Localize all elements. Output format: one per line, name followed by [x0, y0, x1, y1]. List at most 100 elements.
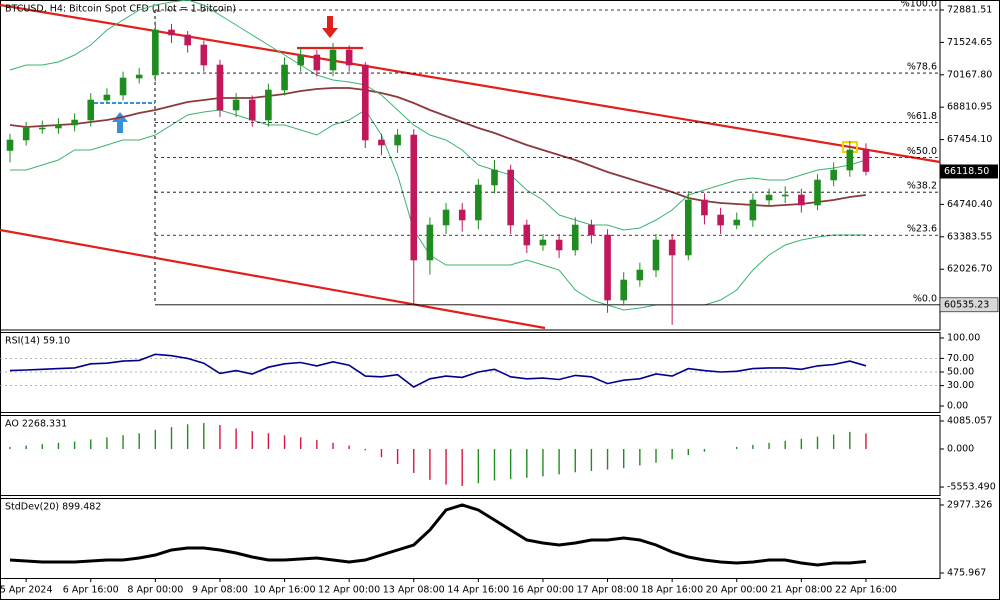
candle-body	[248, 99, 256, 121]
pane-title: StdDev(20) 899.482	[5, 502, 101, 513]
candle-body	[749, 199, 757, 221]
y-tick-label: 62026.70	[947, 264, 992, 275]
y-tick-label: 475.967	[947, 567, 986, 578]
candle-body	[103, 94, 111, 101]
pane-title: RSI(14) 59.10	[5, 336, 70, 347]
candle-body	[426, 224, 434, 261]
x-tick-label: 22 Apr 16:00	[835, 585, 897, 596]
candle-body	[507, 169, 514, 226]
stddev-pane	[0, 498, 941, 579]
y-tick-label: 0.00	[947, 401, 968, 412]
candle-body	[6, 139, 14, 151]
down-arrow	[322, 16, 338, 38]
candle-body	[636, 269, 644, 281]
candle-body	[523, 224, 531, 246]
candle-body	[781, 194, 789, 197]
fib-label: %61.8	[907, 111, 937, 122]
candle-body	[168, 29, 175, 36]
fib-label: %100.0	[901, 0, 937, 9]
candle-body	[135, 74, 143, 79]
candle-body	[378, 139, 385, 146]
x-tick-label: 17 Apr 08:00	[577, 585, 639, 596]
candle-body	[765, 194, 773, 201]
indicator-line	[9, 353, 867, 388]
low-marker-label: 60535.23	[944, 299, 989, 310]
candle-body	[862, 149, 870, 172]
y-tick-label: 68810.95	[947, 102, 992, 113]
candle-body	[281, 64, 288, 91]
candle-body	[216, 64, 224, 111]
y-tick-label: -5553.490	[947, 482, 996, 493]
y-tick-label: 64740.40	[947, 199, 992, 210]
y-tick-label: 100.00	[947, 333, 980, 344]
candle-body	[717, 214, 724, 226]
fib-label: %0.0	[913, 293, 937, 304]
candle-body	[830, 169, 837, 181]
candle-body	[313, 54, 321, 71]
candle-body	[684, 199, 692, 256]
indicator-line	[9, 87, 867, 207]
candle-body	[701, 199, 708, 216]
candle-body	[571, 224, 579, 251]
indicator-line	[10, 109, 866, 311]
candle-body	[71, 119, 78, 126]
candle-body	[232, 99, 240, 111]
candle-body	[38, 127, 46, 130]
candle-body	[604, 234, 611, 301]
fib-label: %38.2	[907, 181, 937, 192]
candle-body	[814, 179, 821, 206]
y-tick-label: 63383.55	[947, 231, 992, 242]
candle-body	[200, 44, 208, 66]
x-tick-label: 13 Apr 08:00	[383, 585, 445, 596]
y-tick-label: 0.000	[947, 443, 974, 454]
candle-body	[475, 184, 482, 221]
candle-body	[620, 279, 628, 301]
candle-body	[798, 194, 805, 206]
candle-body	[329, 49, 337, 71]
candle-body	[22, 127, 30, 141]
candle-body	[119, 77, 127, 96]
candle-body	[733, 219, 741, 226]
candle-body	[394, 134, 401, 146]
y-tick-label: 50.00	[947, 367, 974, 378]
channel-lower	[0, 228, 546, 330]
candle-body	[555, 239, 563, 251]
candle-body	[442, 209, 450, 226]
y-tick-label: 70.00	[947, 353, 974, 364]
x-tick-label: 12 Apr 00:00	[318, 585, 380, 596]
candle-body	[55, 124, 62, 129]
ao-pane	[0, 415, 941, 496]
x-tick-label: 14 Apr 16:00	[447, 585, 509, 596]
fib-label: %50.0	[907, 146, 937, 157]
x-tick-label: 16 Apr 00:00	[512, 585, 574, 596]
candle-body	[345, 49, 353, 66]
candle-body	[491, 169, 498, 186]
candle-body	[152, 29, 159, 76]
x-tick-label: 8 Apr 00:00	[127, 585, 183, 596]
indicator-line	[9, 503, 867, 567]
y-tick-label: 67454.10	[947, 134, 992, 145]
candle-body	[588, 224, 595, 236]
y-tick-label: 4085.057	[947, 416, 992, 427]
x-tick-label: 20 Apr 00:00	[706, 585, 768, 596]
x-tick-label: 10 Apr 16:00	[254, 585, 316, 596]
pane-title: AO 2268.331	[5, 419, 67, 430]
candle-body	[846, 149, 854, 171]
last-price-box	[940, 164, 998, 179]
candle-body	[361, 64, 369, 141]
y-tick-label: 30.00	[947, 380, 974, 391]
y-tick-label: 2977.326	[947, 499, 992, 510]
x-tick-label: 9 Apr 08:00	[192, 585, 248, 596]
candle-body	[539, 239, 547, 246]
x-tick-label: 5 Apr 2024	[0, 585, 53, 596]
x-tick-label: 21 Apr 08:00	[770, 585, 832, 596]
candle-body	[184, 34, 191, 46]
y-tick-label: 72881.51	[947, 4, 992, 15]
x-tick-label: 18 Apr 16:00	[641, 585, 703, 596]
y-tick-label: 70167.80	[947, 69, 992, 80]
pane-title: BTCUSD, H4: Bitcoin Spot CFD (1 lot = 1 …	[5, 4, 236, 15]
candle-body	[410, 134, 418, 261]
fib-label: %23.6	[907, 224, 937, 235]
